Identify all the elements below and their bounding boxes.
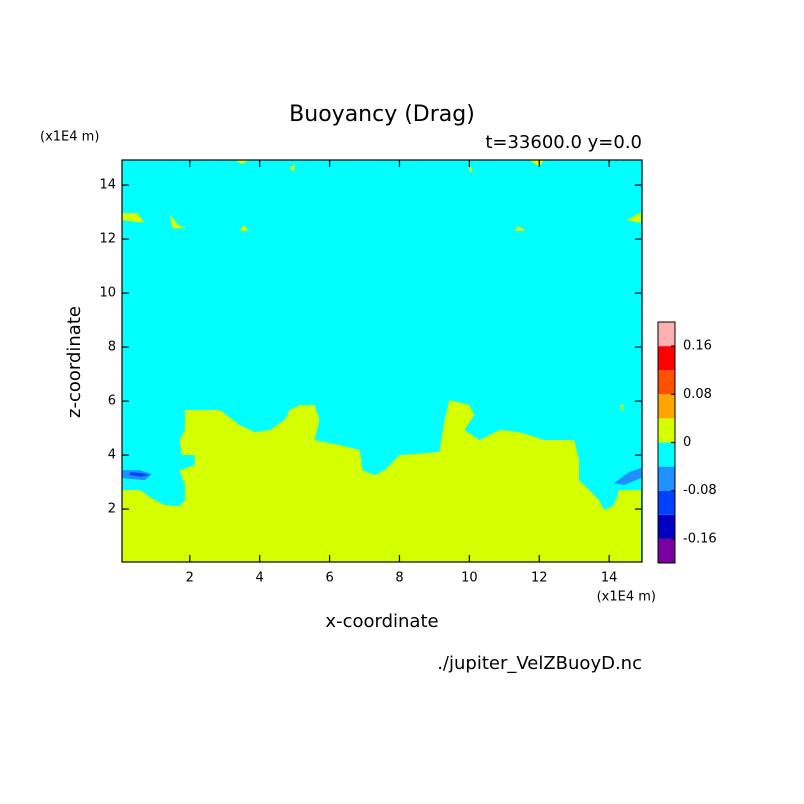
colorbar-band xyxy=(658,322,675,347)
y-tick-label: 8 xyxy=(108,340,116,355)
y-tick-label: 6 xyxy=(108,394,116,409)
colorbar-band xyxy=(658,466,675,491)
y-axis-label: z-coordinate xyxy=(64,306,85,418)
x-tick-label: 2 xyxy=(186,571,194,586)
x-tick-label: 12 xyxy=(531,571,548,586)
x-axis-label: x-coordinate xyxy=(325,611,438,632)
plot-frame xyxy=(121,159,643,563)
y-tick-label: 4 xyxy=(108,448,116,463)
colorbar-band xyxy=(658,418,675,443)
colorbar-band xyxy=(658,346,675,371)
contour-region xyxy=(130,472,150,477)
x-tick-label: 10 xyxy=(461,571,478,586)
contour-region xyxy=(122,400,641,562)
y-unit: (x1E4 m) xyxy=(40,130,99,145)
footer: ./jupiter_VelZBuoyD.nc xyxy=(437,653,642,674)
y-tick-label: 10 xyxy=(99,286,116,301)
colorbar-tick-label: 0.16 xyxy=(683,339,712,354)
contour-region xyxy=(122,213,145,223)
colorbar-band xyxy=(658,538,675,563)
x-tick-label: 6 xyxy=(325,571,333,586)
y-tick-label: 12 xyxy=(99,232,116,247)
x-tick-label: 4 xyxy=(256,571,264,586)
plot-area xyxy=(122,160,642,562)
contour-region xyxy=(169,214,187,229)
colorbar-band xyxy=(658,394,675,419)
colorbar-tick-label: -0.08 xyxy=(683,483,717,498)
y-tick-label: 2 xyxy=(108,502,116,517)
contour-region xyxy=(529,160,545,167)
colorbar-tick-label: 0 xyxy=(683,435,691,450)
colorbar-band xyxy=(658,490,675,515)
contour-region xyxy=(469,163,473,172)
y-tick-label: 14 xyxy=(99,178,116,193)
contour-region xyxy=(614,468,641,486)
colorbar-band xyxy=(658,370,675,395)
contour-region xyxy=(234,160,250,165)
colorbar-tick-label: 0.08 xyxy=(683,387,712,402)
chart-title: Buoyancy (Drag) xyxy=(289,102,475,127)
colorbar-band xyxy=(658,514,675,539)
x-tick-label: 14 xyxy=(601,571,618,586)
subtitle: t=33600.0 y=0.0 xyxy=(485,132,642,153)
contour-region xyxy=(626,212,641,223)
contour-region xyxy=(238,225,250,232)
contour-region xyxy=(619,403,624,412)
x-tick-label: 8 xyxy=(395,571,403,586)
contour-region xyxy=(289,163,295,172)
x-unit: (x1E4 m) xyxy=(597,590,656,605)
colorbar-tick-label: -0.16 xyxy=(683,531,717,546)
colorbar-band xyxy=(658,442,675,467)
contour-region xyxy=(514,225,526,232)
